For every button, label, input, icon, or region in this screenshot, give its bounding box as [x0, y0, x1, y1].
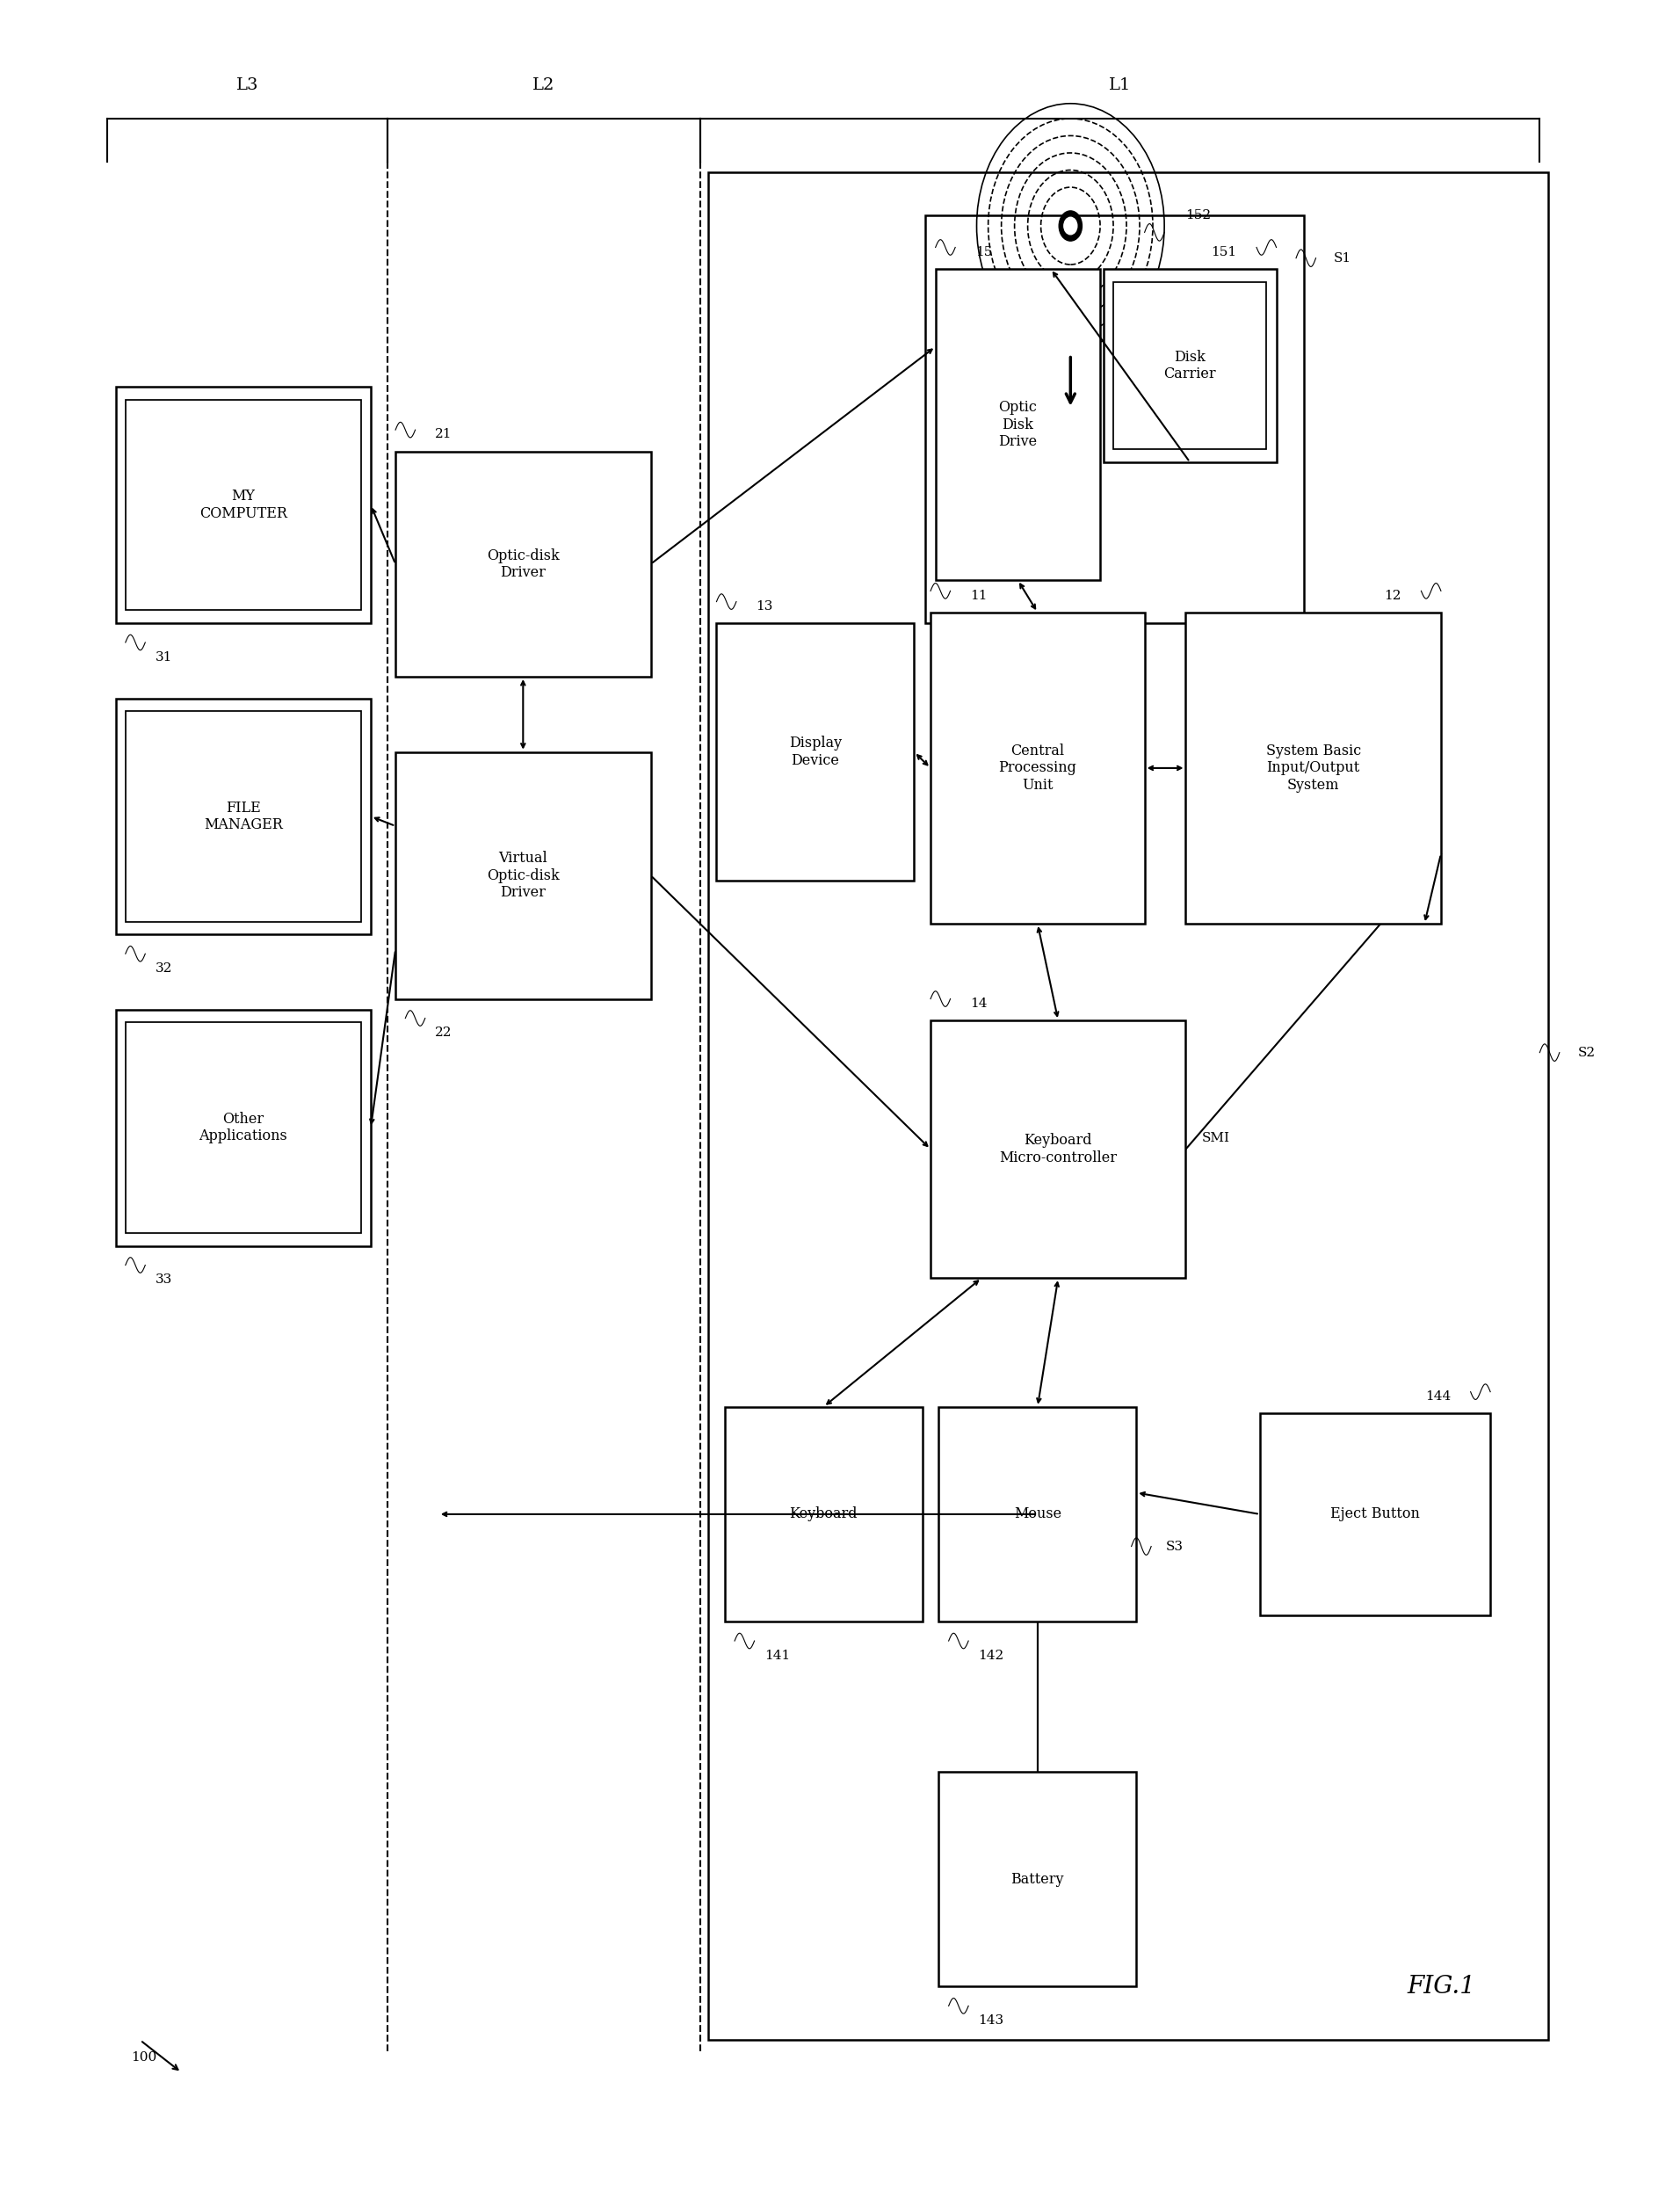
Bar — [126, 712, 361, 922]
Bar — [939, 1407, 1136, 1621]
Text: 22: 22 — [435, 1028, 452, 1039]
Text: 144: 144 — [1425, 1391, 1452, 1402]
Bar — [926, 215, 1304, 622]
Bar — [116, 699, 371, 933]
Bar — [1104, 269, 1277, 462]
Text: 152: 152 — [1186, 208, 1211, 221]
Text: S1: S1 — [1334, 252, 1352, 265]
Bar — [724, 1407, 922, 1621]
Text: 33: 33 — [155, 1273, 171, 1286]
Text: 32: 32 — [155, 962, 171, 975]
Text: Virtual
Optic-disk
Driver: Virtual Optic-disk Driver — [487, 850, 559, 901]
Text: FIG.1: FIG.1 — [1406, 1974, 1475, 1998]
Text: L1: L1 — [1109, 77, 1131, 92]
Bar — [116, 1010, 371, 1247]
Text: Display
Device: Display Device — [790, 736, 842, 769]
Text: MY
COMPUTER: MY COMPUTER — [200, 489, 287, 521]
Text: Battery: Battery — [1011, 1871, 1063, 1886]
Text: Mouse: Mouse — [1013, 1507, 1062, 1523]
Bar — [939, 1773, 1136, 1987]
Circle shape — [1063, 217, 1077, 234]
Text: 14: 14 — [969, 997, 988, 1010]
Text: FILE
MANAGER: FILE MANAGER — [203, 800, 282, 833]
Text: Disk
Carrier: Disk Carrier — [1164, 348, 1216, 381]
Text: S3: S3 — [1166, 1540, 1184, 1553]
Text: System Basic
Input/Output
System: System Basic Input/Output System — [1265, 743, 1361, 793]
Text: 21: 21 — [435, 427, 452, 440]
Text: 11: 11 — [969, 589, 988, 603]
Text: 31: 31 — [155, 651, 171, 664]
Bar — [931, 1021, 1186, 1277]
Text: Central
Processing
Unit: Central Processing Unit — [998, 743, 1077, 793]
Text: Keyboard
Micro-controller: Keyboard Micro-controller — [1000, 1133, 1117, 1166]
Bar — [1260, 1413, 1490, 1615]
Bar — [936, 269, 1100, 581]
Text: 100: 100 — [131, 2051, 156, 2064]
Text: 151: 151 — [1211, 245, 1236, 259]
Bar — [1114, 283, 1267, 449]
Text: 141: 141 — [764, 1650, 790, 1661]
Text: Optic-disk
Driver: Optic-disk Driver — [487, 548, 559, 581]
Text: 12: 12 — [1384, 589, 1401, 603]
Bar — [116, 388, 371, 622]
Bar — [709, 173, 1547, 2040]
Text: 13: 13 — [756, 600, 773, 611]
Circle shape — [1058, 210, 1082, 241]
Text: L2: L2 — [533, 77, 554, 92]
Bar — [1186, 611, 1441, 925]
Bar — [395, 451, 650, 677]
Text: 143: 143 — [978, 2014, 1005, 2027]
Text: Keyboard: Keyboard — [790, 1507, 857, 1523]
Text: S2: S2 — [1578, 1047, 1596, 1058]
Text: Other
Applications: Other Applications — [198, 1111, 287, 1144]
Bar — [395, 752, 650, 999]
Bar — [716, 622, 914, 881]
Text: L3: L3 — [237, 77, 259, 92]
Bar — [126, 399, 361, 611]
Text: Optic
Disk
Drive: Optic Disk Drive — [998, 399, 1037, 449]
Text: 15: 15 — [974, 245, 991, 259]
Text: 142: 142 — [978, 1650, 1005, 1661]
Text: SMI: SMI — [1203, 1133, 1230, 1144]
Bar — [931, 611, 1144, 925]
Bar — [126, 1023, 361, 1234]
Text: Eject Button: Eject Button — [1331, 1507, 1420, 1523]
